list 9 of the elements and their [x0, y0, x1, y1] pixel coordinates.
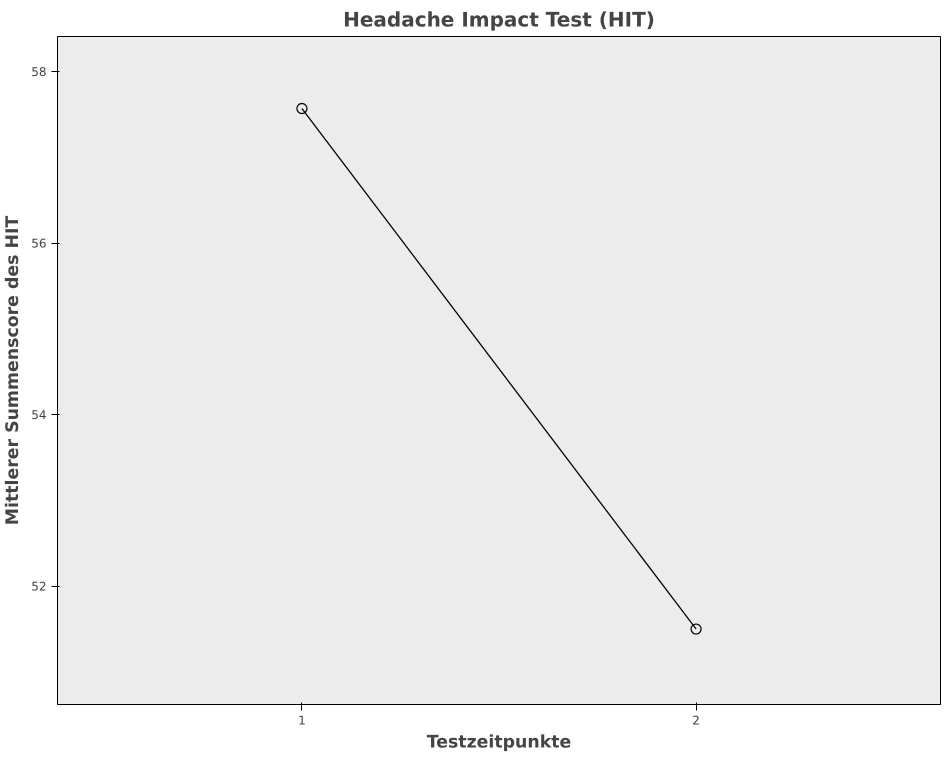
- y-tick-label: 52: [31, 580, 47, 594]
- y-axis-title: Mittlerer Summenscore des HIT: [3, 216, 24, 526]
- x-axis-title: Testzeitpunkte: [426, 732, 572, 752]
- y-tick-label: 58: [31, 65, 47, 80]
- y-tick-label: 54: [31, 408, 47, 422]
- x-tick-label: 2: [692, 714, 700, 728]
- y-tick-label: 56: [31, 236, 47, 251]
- x-tick-label: 1: [298, 714, 306, 728]
- chart-title: Headache Impact Test (HIT): [343, 8, 655, 32]
